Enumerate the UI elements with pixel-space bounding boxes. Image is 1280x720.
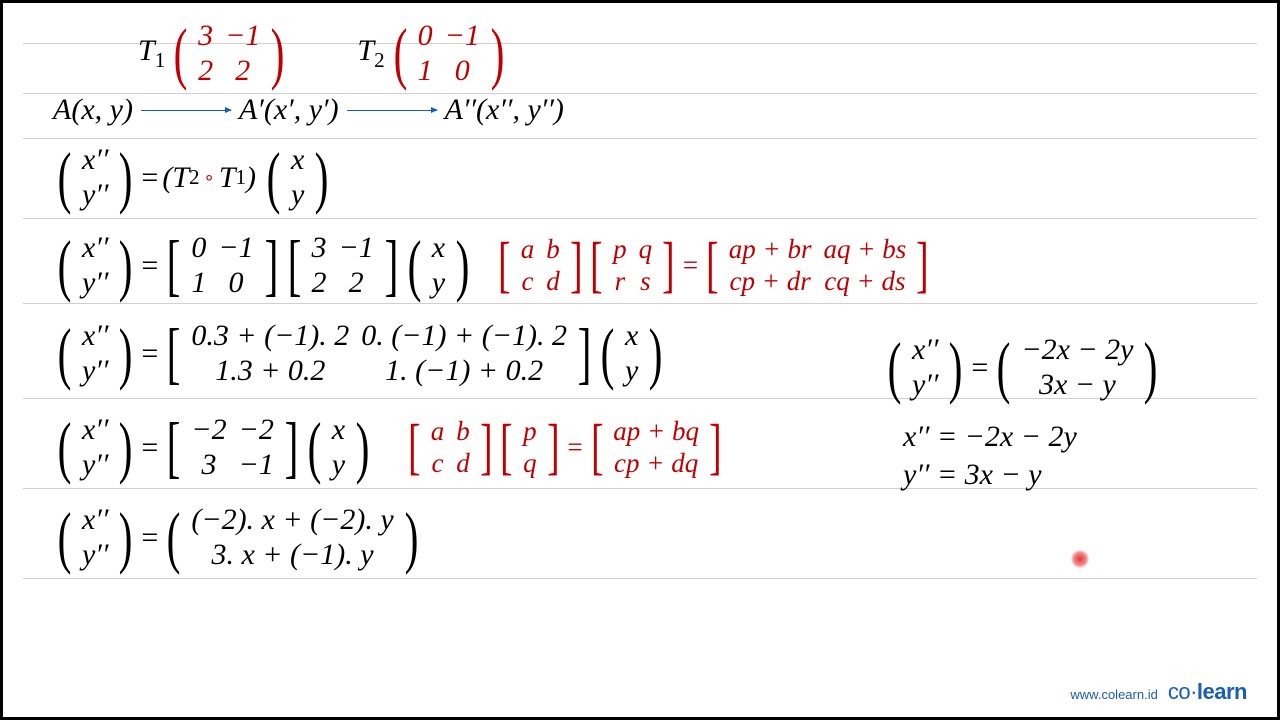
transform-definitions: T1 32 −12 T2 01 −10 — [138, 19, 509, 88]
point-a-prime: A′(x′, y′) — [239, 93, 339, 127]
step2-expanded: x′′y′′ = 0.3 + (−1). 21.3 + 0.2 0. (−1) … — [53, 319, 667, 388]
point-a-double-prime: A′′(x′′, y′′) — [445, 93, 564, 127]
result-x-line: x′′ = −2x − 2y — [903, 420, 1162, 454]
mapping-chain: A(x, y) A′(x′, y′) A′′(x′′, y′′) — [53, 93, 564, 127]
watermark: www.colearn.id co·learn — [1070, 679, 1247, 705]
t2-label: T2 — [357, 34, 384, 73]
step3-simplified: x′′y′′ = −23 −2−1 xy ac bd pq = ap + bqc… — [53, 413, 726, 482]
composition-equation: x′′y′′ = (T2 ∘ T1) xy — [53, 143, 333, 212]
result-y-line: y′′ = 3x − y — [903, 458, 1162, 492]
result-block: x′′y′′ = −2x − 2y3x − y x′′ = −2x − 2y y… — [883, 333, 1162, 492]
matrix-vector-rule: ac bd pq = ap + bqcp + dq — [404, 416, 726, 478]
t2-matrix: 01 −10 — [389, 19, 509, 88]
point-a: A(x, y) — [53, 93, 133, 127]
t1-label: T1 — [138, 34, 165, 73]
arrow-icon — [347, 110, 437, 111]
laser-pointer-icon — [1071, 550, 1089, 568]
matrix-multiply-rule: ac bd pr qs = ap + brcp + dr aq + bscq +… — [494, 234, 933, 296]
step4-final-vector: x′′y′′ = (−2). x + (−2). y3. x + (−1). y — [53, 503, 423, 572]
step1-substitution: x′′y′′ = 01 −10 32 −12 xy ac bd pr qs = … — [53, 231, 933, 300]
watermark-url: www.colearn.id — [1070, 687, 1157, 702]
t1-matrix: 32 −12 — [169, 19, 289, 88]
brand-logo: co·learn — [1168, 679, 1247, 705]
arrow-icon — [141, 110, 231, 111]
